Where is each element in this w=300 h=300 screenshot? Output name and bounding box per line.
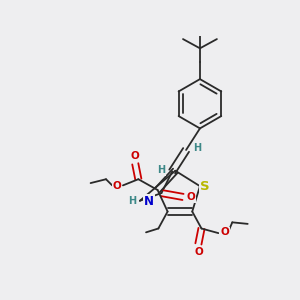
Text: O: O: [194, 247, 203, 256]
Text: O: O: [131, 151, 140, 161]
Text: H: H: [193, 143, 201, 153]
Text: O: O: [186, 192, 195, 202]
Text: H: H: [128, 196, 136, 206]
Text: S: S: [200, 180, 209, 193]
Text: O: O: [220, 227, 229, 237]
Text: H: H: [158, 165, 166, 175]
Text: O: O: [112, 181, 121, 191]
Text: N: N: [144, 195, 154, 208]
